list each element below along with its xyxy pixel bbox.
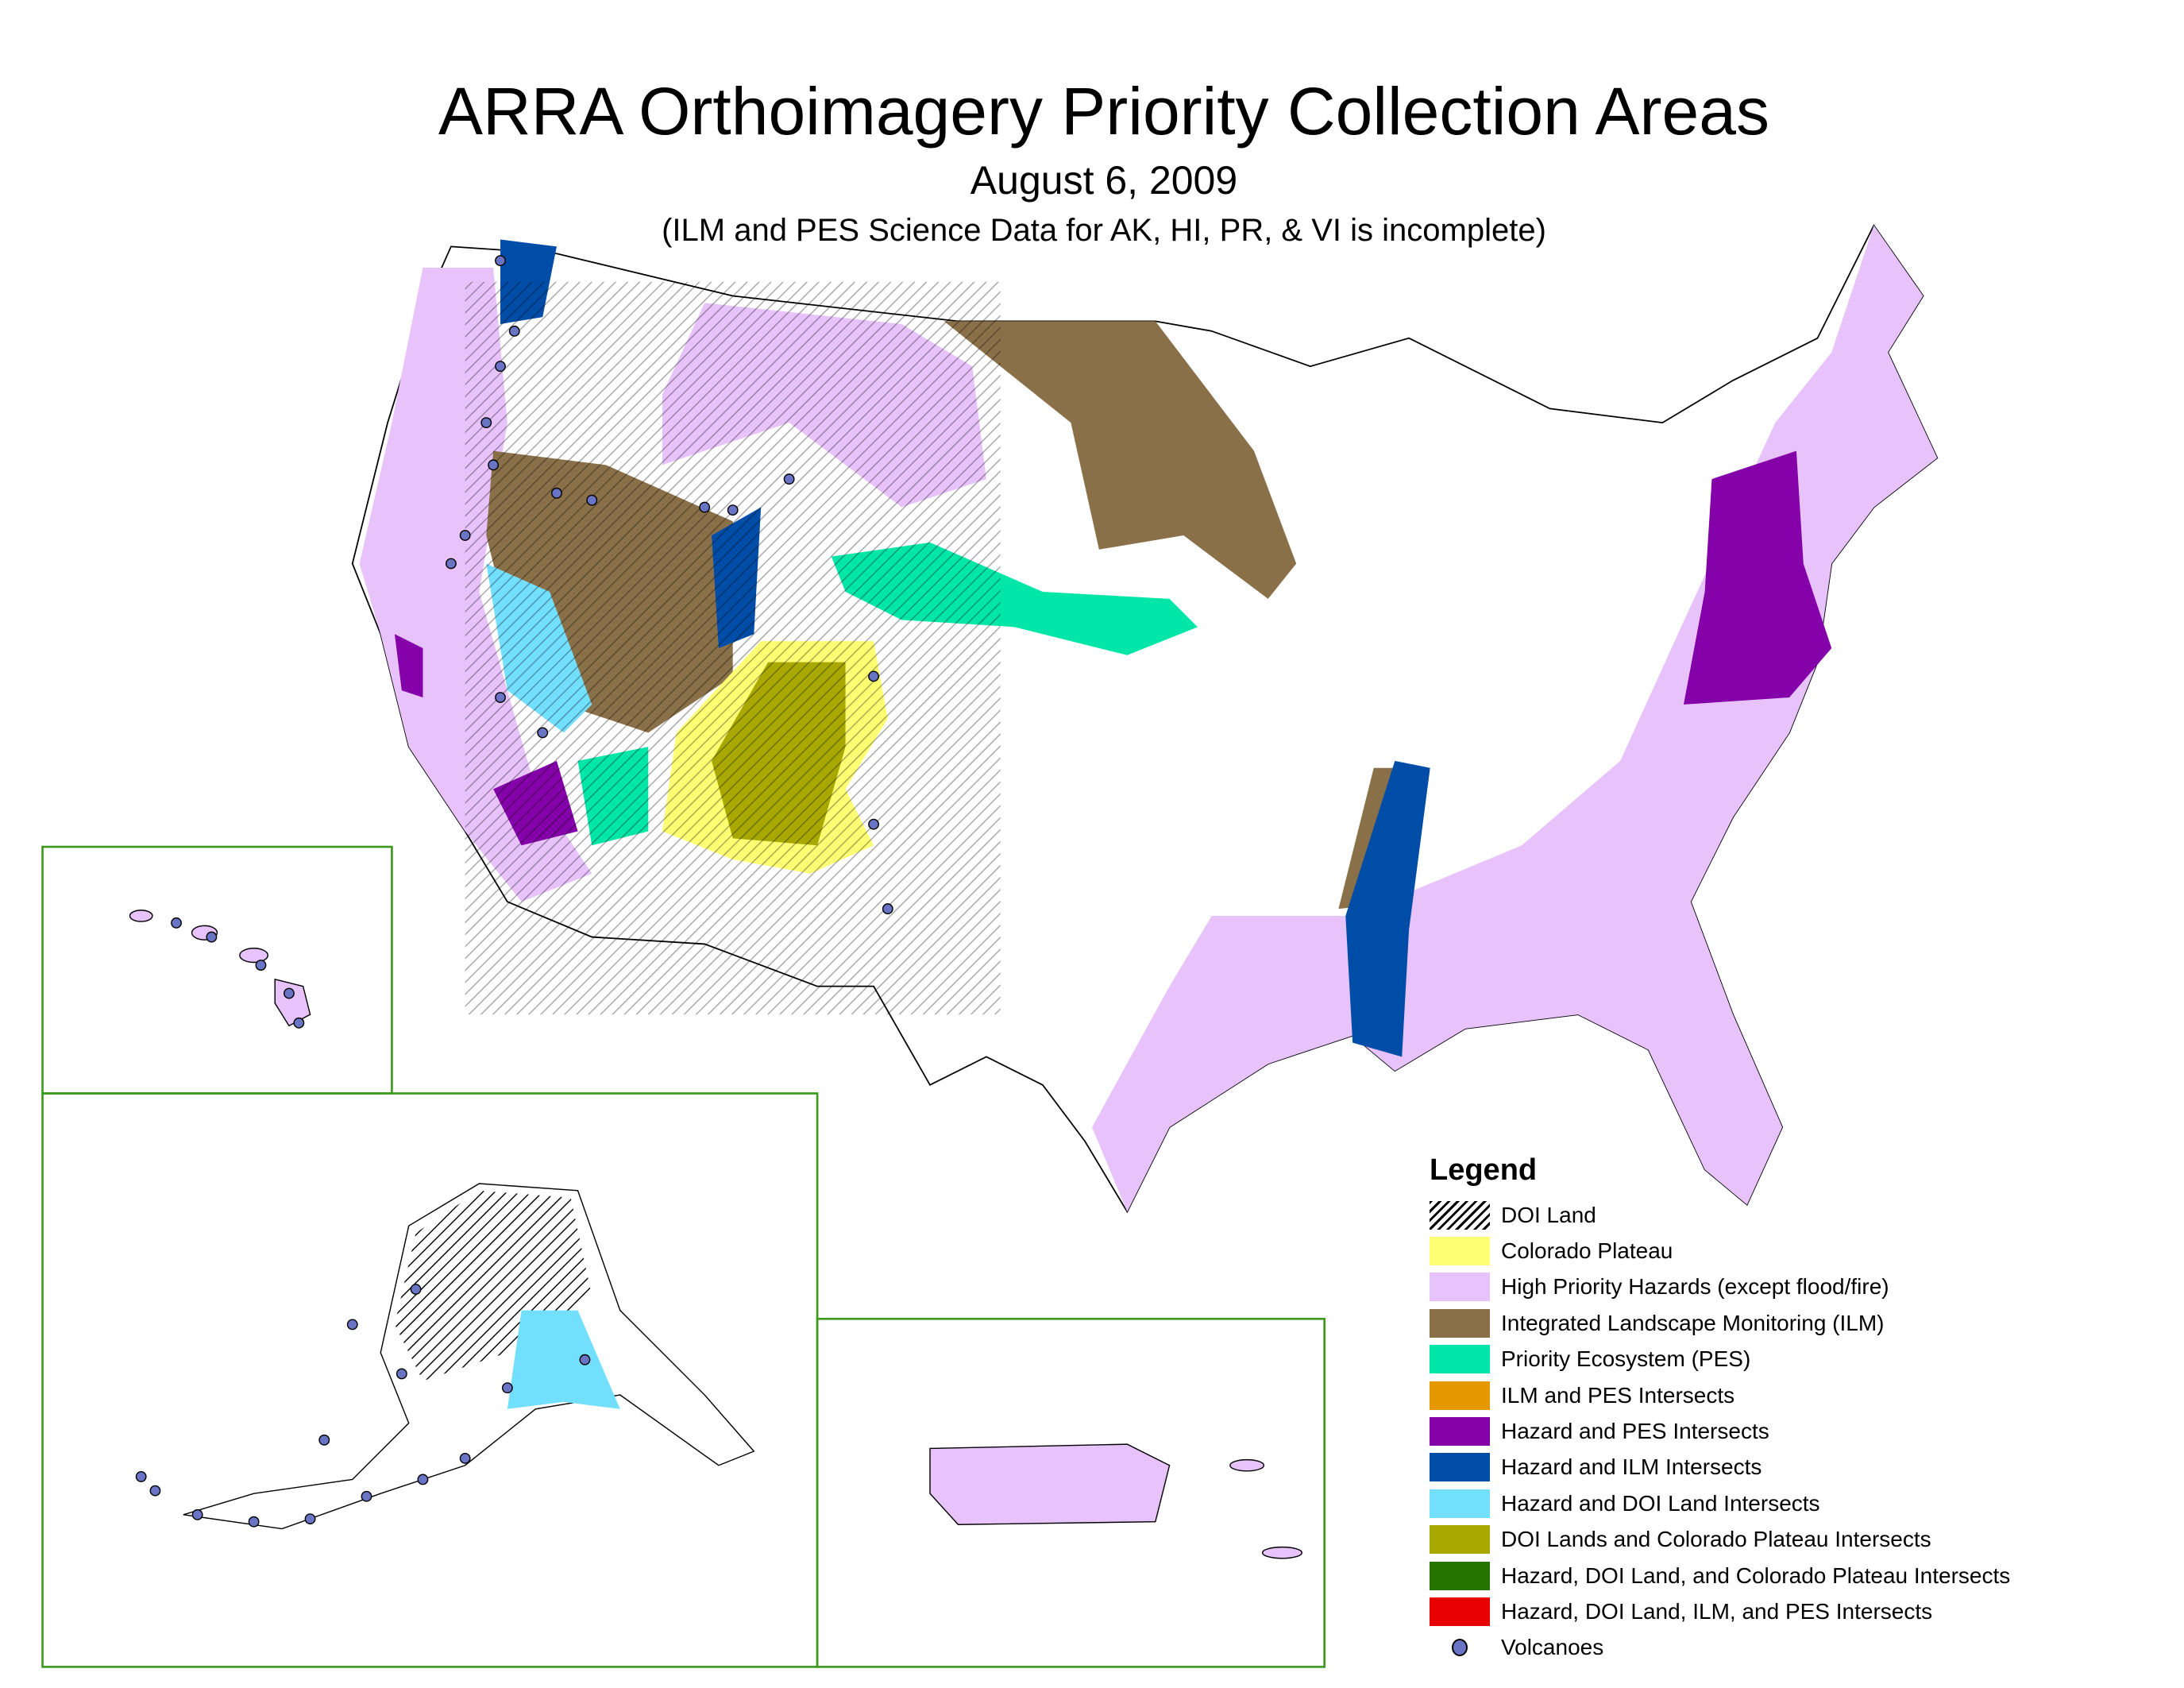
- doi-land-west: [465, 281, 1001, 1015]
- conus: [351, 224, 1939, 1214]
- legend-swatch: [1430, 1525, 1490, 1555]
- volcano-point: [361, 1490, 372, 1502]
- volcano-point: [459, 1452, 471, 1464]
- legend-swatch: [1430, 1308, 1490, 1338]
- legend: Legend DOI Land Colorado Plateau High Prio…: [1430, 1153, 2010, 1666]
- legend-item: Hazard, DOI Land, and Colorado Plateau I…: [1430, 1558, 2010, 1593]
- volcano-point: [868, 670, 879, 682]
- volcano-point: [149, 1485, 161, 1497]
- ilm-dakotas: [943, 321, 1297, 599]
- legend-swatch: [1430, 1489, 1490, 1518]
- volcano-point: [495, 692, 506, 703]
- volcano-point: [586, 494, 598, 506]
- legend-item: Integrated Landscape Monitoring (ILM): [1430, 1305, 2010, 1341]
- volcano-point: [699, 501, 711, 513]
- legend-label: Hazard and DOI Land Intersects: [1501, 1490, 1820, 1516]
- legend-swatch: [1430, 1561, 1490, 1590]
- legend-label: Colorado Plateau: [1501, 1238, 1673, 1264]
- legend-item: Hazard, DOI Land, ILM, and PES Intersect…: [1430, 1593, 2010, 1629]
- volcano-point: [293, 1017, 305, 1029]
- volcano-point: [537, 727, 549, 739]
- legend-item: DOI Land: [1430, 1197, 2010, 1233]
- alaska: [183, 1183, 755, 1530]
- legend-label: High Priority Hazards (except flood/fire…: [1501, 1274, 1889, 1300]
- legend-label: Hazard and PES Intersects: [1501, 1419, 1769, 1444]
- legend-swatch: [1430, 1381, 1490, 1410]
- legend-label: Integrated Landscape Monitoring (ILM): [1501, 1310, 1885, 1335]
- legend-label: Hazard, DOI Land, and Colorado Plateau I…: [1501, 1562, 2011, 1588]
- volcano-point: [446, 558, 457, 570]
- volcano-point: [206, 931, 218, 943]
- volcano-point: [783, 473, 795, 485]
- volcano-point: [284, 987, 295, 999]
- legend-item: High Priority Hazards (except flood/fire…: [1430, 1269, 2010, 1305]
- legend-item: ILM and PES Intersects: [1430, 1377, 2010, 1413]
- hawaii: [129, 910, 311, 1027]
- volcano-point: [459, 530, 471, 541]
- hazard-ilm-mississippi: [1345, 760, 1430, 1057]
- volcano-point: [304, 1513, 316, 1525]
- legend-item: Hazard and DOI Land Intersects: [1430, 1485, 2010, 1521]
- legend-title: Legend: [1430, 1153, 1538, 1187]
- volcano-symbol-icon: [1430, 1639, 1490, 1657]
- puerto-rico: [929, 1443, 1303, 1559]
- volcano-point: [396, 1368, 407, 1380]
- volcano-point: [868, 818, 879, 830]
- volcano-point: [508, 325, 520, 337]
- volcano-point: [191, 1508, 203, 1520]
- legend-swatch: [1430, 1417, 1490, 1447]
- puerto-rico-inset-frame: [816, 1317, 1326, 1668]
- hazard-pes-virginia: [1683, 450, 1832, 705]
- map-date: August 6, 2009: [970, 158, 1238, 203]
- hazard-area-east: [1092, 225, 1938, 1212]
- map-title: ARRA Orthoimagery Priority Collection Ar…: [438, 74, 1769, 149]
- legend-label: ILM and PES Intersects: [1501, 1382, 1735, 1408]
- legend-label: DOI Land: [1501, 1202, 1596, 1227]
- legend-item: Priority Ecosystem (PES): [1430, 1342, 2010, 1377]
- volcano-point: [495, 361, 506, 373]
- volcano-point: [551, 487, 562, 499]
- volcano-point: [255, 960, 267, 971]
- map-note: (ILM and PES Science Data for AK, HI, PR…: [662, 213, 1546, 248]
- legend-swatch: [1430, 1453, 1490, 1482]
- legend-swatch: [1430, 1597, 1490, 1626]
- volcano-point: [318, 1434, 330, 1446]
- volcano-point: [171, 917, 182, 929]
- hawaii-inset-frame: [41, 845, 393, 1095]
- legend-item: Volcanoes: [1430, 1630, 2010, 1666]
- volcano-point: [488, 459, 500, 471]
- legend-swatch: [1430, 1237, 1490, 1266]
- volcano-point: [480, 417, 492, 429]
- legend-label: Hazard and ILM Intersects: [1501, 1454, 1762, 1480]
- legend-label: Volcanoes: [1501, 1635, 1604, 1660]
- volcano-points: [135, 255, 893, 1528]
- inset-frames: [41, 845, 1326, 1668]
- volcano-point: [410, 1284, 422, 1295]
- legend-item: DOI Lands and Colorado Plateau Intersect…: [1430, 1522, 2010, 1558]
- legend-item: Colorado Plateau: [1430, 1233, 2010, 1269]
- legend-item: Hazard and PES Intersects: [1430, 1413, 2010, 1449]
- volcano-point: [248, 1516, 260, 1528]
- volcano-point: [579, 1354, 591, 1365]
- legend-label: Priority Ecosystem (PES): [1501, 1346, 1751, 1372]
- volcano-point: [135, 1471, 147, 1482]
- volcano-point: [882, 903, 893, 915]
- legend-label: Hazard, DOI Land, ILM, and PES Intersect…: [1501, 1598, 1933, 1624]
- legend-item: Hazard and ILM Intersects: [1430, 1450, 2010, 1485]
- legend-swatch: [1430, 1200, 1490, 1230]
- volcano-point: [346, 1319, 358, 1331]
- legend-swatch: [1430, 1273, 1490, 1302]
- volcano-point: [495, 255, 506, 267]
- volcano-point: [727, 504, 739, 516]
- volcano-point: [417, 1474, 429, 1485]
- legend-swatch: [1430, 1345, 1490, 1374]
- legend-label: DOI Lands and Colorado Plateau Intersect…: [1501, 1527, 1931, 1552]
- volcano-point: [501, 1382, 513, 1394]
